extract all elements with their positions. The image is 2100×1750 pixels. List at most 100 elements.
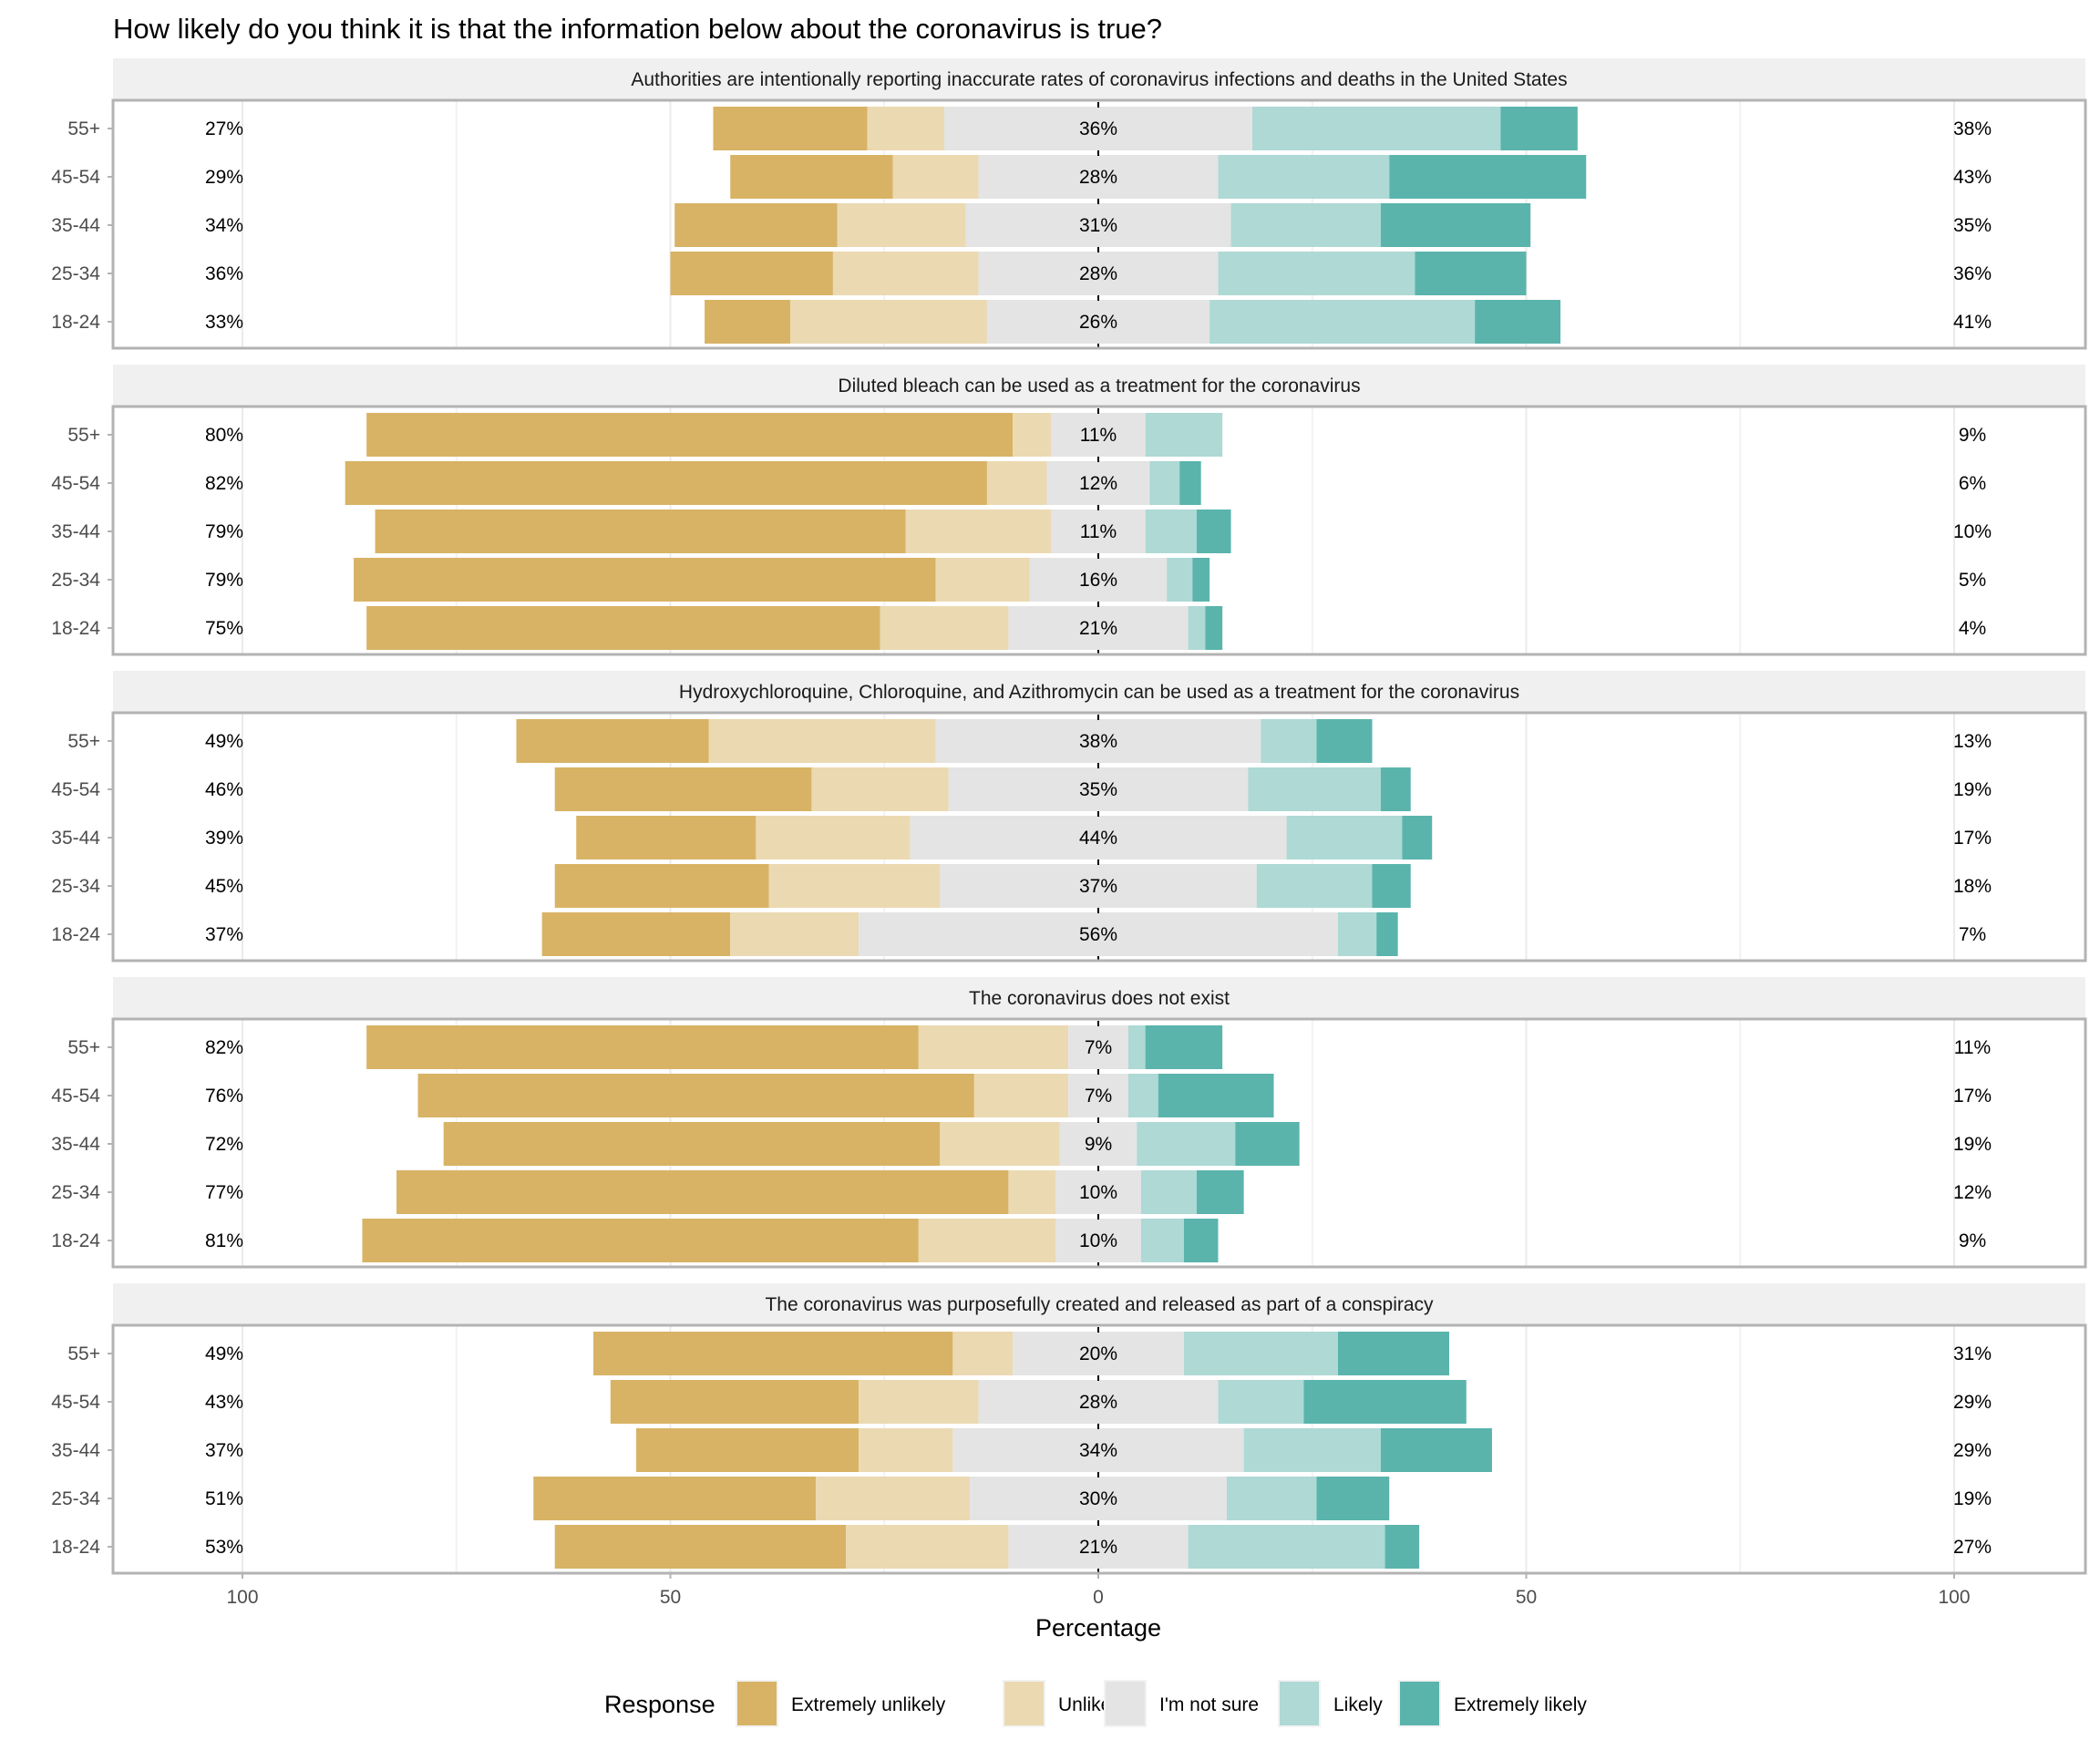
negative-percent-label: 37%: [205, 1440, 243, 1461]
age-tick-label: 18-24: [51, 1230, 100, 1251]
bar-segment-unlikely: [918, 1025, 1069, 1069]
positive-percent-label: 9%: [1959, 1230, 1986, 1251]
panels: Authorities are intentionally reporting …: [51, 58, 2087, 1575]
facet-title: Hydroxychloroquine, Chloroquine, and Azi…: [679, 682, 1519, 703]
bar-segment-likely: [1218, 252, 1415, 295]
age-tick-label: 35-44: [51, 1134, 100, 1155]
neutral-percent-label: 10%: [1079, 1230, 1117, 1251]
bar-segment-extremely-unlikely: [610, 1380, 860, 1424]
legend-item: Likely: [1278, 1680, 1383, 1727]
positive-percent-label: 10%: [1953, 521, 1992, 542]
positive-percent-label: 19%: [1953, 779, 1992, 800]
positive-percent-label: 4%: [1959, 618, 1986, 639]
bar-segment-likely: [1137, 1122, 1236, 1166]
negative-percent-label: 49%: [205, 1343, 243, 1364]
bar-segment-i-m-not-sure: [965, 203, 1231, 247]
neutral-percent-label: 26%: [1079, 312, 1117, 333]
age-tick-label: 25-34: [51, 570, 100, 591]
bar-segment-extremely-unlikely: [443, 1122, 941, 1166]
bar-segment-likely: [1248, 767, 1381, 811]
facet-title: The coronavirus does not exist: [969, 988, 1230, 1009]
x-tick-label: 50: [660, 1587, 681, 1608]
bar-segment-extremely-likely: [1179, 461, 1201, 505]
bar-segment-extremely-likely: [1380, 767, 1411, 811]
negative-percent-label: 72%: [205, 1134, 243, 1155]
bar-segment-likely: [1140, 1219, 1184, 1262]
bar-row: 45-54 46% 35% 19%: [51, 767, 1992, 811]
bar-segment-extremely-likely: [1316, 719, 1373, 763]
negative-percent-label: 77%: [205, 1182, 243, 1203]
bar-segment-i-m-not-sure: [859, 912, 1338, 956]
bar-segment-extremely-likely: [1380, 1428, 1492, 1472]
bar-segment-extremely-unlikely: [705, 300, 790, 344]
age-tick-label: 35-44: [51, 521, 100, 542]
bar-segment-unlikely: [892, 155, 979, 199]
bar-row: 18-24 37% 56% 7%: [51, 912, 1986, 956]
negative-percent-label: 27%: [205, 118, 243, 139]
bar-segment-extremely-likely: [1372, 864, 1411, 908]
bar-row: 35-44 79% 11% 10%: [51, 510, 1992, 553]
facet-strip: [113, 1283, 2085, 1325]
bar-segment-unlikely: [973, 1074, 1069, 1117]
positive-percent-label: 5%: [1959, 570, 1986, 591]
negative-percent-label: 36%: [205, 263, 243, 284]
positive-percent-label: 19%: [1953, 1134, 1992, 1155]
facet-panel: Hydroxychloroquine, Chloroquine, and Azi…: [51, 671, 2087, 962]
bar-segment-extremely-unlikely: [533, 1477, 817, 1520]
bar-segment-unlikely: [730, 912, 860, 956]
bar-row: 45-54 43% 28% 29%: [51, 1380, 1992, 1424]
bar-segment-i-m-not-sure: [1068, 1074, 1128, 1117]
bar-segment-likely: [1210, 300, 1476, 344]
bar-segment-i-m-not-sure: [1068, 1025, 1128, 1069]
positive-percent-label: 29%: [1953, 1440, 1992, 1461]
panel-border: [111, 1017, 2087, 1269]
bar-segment-unlikely: [1008, 1170, 1056, 1214]
bar-segment-extremely-unlikely: [354, 558, 936, 602]
bar-segment-unlikely: [859, 1380, 979, 1424]
facet-strip: [113, 365, 2085, 407]
chart-title: How likely do you think it is that the i…: [113, 13, 1162, 45]
bar-segment-unlikely: [832, 252, 979, 295]
bar-segment-extremely-likely: [1196, 510, 1231, 553]
bar-segment-extremely-likely: [1385, 1525, 1420, 1569]
negative-percent-label: 43%: [205, 1392, 243, 1413]
bar-segment-extremely-likely: [1183, 1219, 1219, 1262]
bar-segment-extremely-likely: [1402, 816, 1433, 860]
bar-row: 25-34 77% 10% 12%: [51, 1170, 1992, 1214]
bar-row: 35-44 37% 34% 29%: [51, 1428, 1992, 1472]
legend-swatch: [737, 1682, 777, 1725]
bar-segment-extremely-likely: [1158, 1074, 1274, 1117]
neutral-percent-label: 21%: [1079, 1537, 1117, 1558]
bar-segment-extremely-likely: [1235, 1122, 1300, 1166]
bar-row: 45-54 82% 12% 6%: [51, 461, 1986, 505]
neutral-percent-label: 16%: [1079, 570, 1117, 591]
bar-segment-likely: [1188, 1525, 1385, 1569]
bar-segment-extremely-unlikely: [730, 155, 893, 199]
bar-segment-extremely-likely: [1196, 1170, 1244, 1214]
bar-segment-extremely-likely: [1500, 107, 1578, 150]
bar-segment-likely: [1252, 107, 1501, 150]
bar-segment-unlikely: [935, 558, 1030, 602]
bar-segment-i-m-not-sure: [940, 864, 1257, 908]
bar-segment-i-m-not-sure: [1029, 558, 1168, 602]
bar-segment-unlikely: [708, 719, 936, 763]
bar-row: 25-34 79% 16% 5%: [51, 558, 1986, 602]
legend: Response Extremely unlikely Unlikely I'm no…: [604, 1680, 1587, 1727]
positive-percent-label: 43%: [1953, 167, 1992, 188]
age-tick-label: 45-54: [51, 1086, 100, 1107]
positive-percent-label: 31%: [1953, 1343, 1992, 1364]
positive-percent-label: 9%: [1959, 425, 1986, 446]
neutral-percent-label: 28%: [1079, 263, 1117, 284]
negative-percent-label: 45%: [205, 876, 243, 897]
bar-segment-unlikely: [768, 864, 941, 908]
bar-segment-unlikely: [918, 1219, 1056, 1262]
bar-segment-i-m-not-sure: [935, 719, 1261, 763]
facet-title: Authorities are intentionally reporting …: [631, 69, 1567, 90]
facet-panel: Diluted bleach can be used as a treatmen…: [51, 365, 2087, 656]
bar-segment-likely: [1127, 1025, 1146, 1069]
bar-segment-likely: [1183, 1332, 1338, 1375]
bar-segment-likely: [1149, 461, 1180, 505]
x-axis-title: Percentage: [1035, 1614, 1161, 1642]
bar-segment-likely: [1243, 1428, 1381, 1472]
positive-percent-label: 6%: [1959, 473, 1986, 494]
